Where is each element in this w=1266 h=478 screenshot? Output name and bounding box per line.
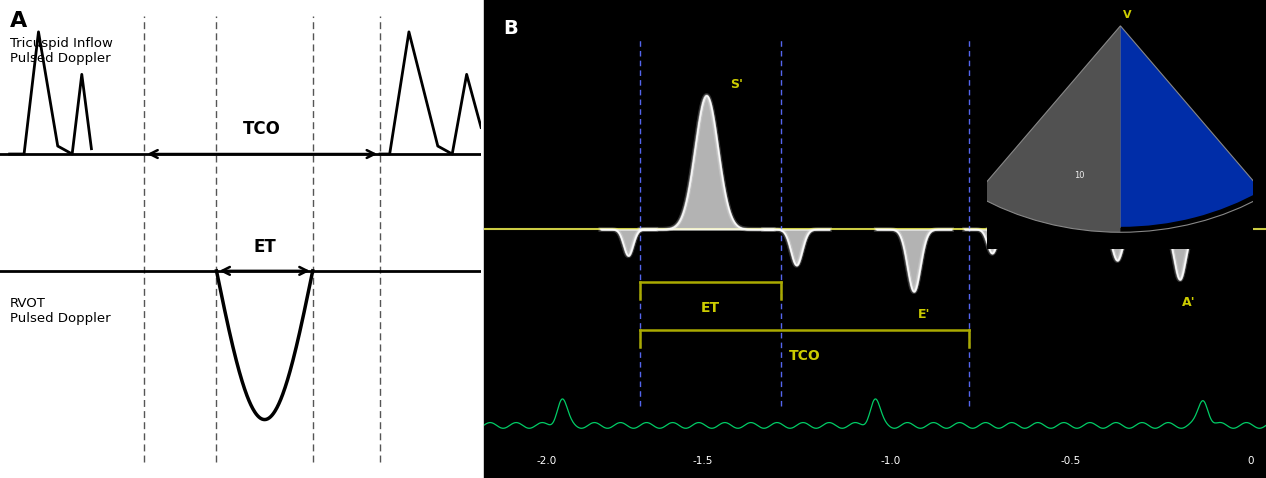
Text: TCO: TCO — [243, 120, 281, 138]
Text: ET: ET — [701, 301, 720, 315]
Text: 0: 0 — [1247, 456, 1253, 466]
Wedge shape — [1120, 26, 1261, 227]
Wedge shape — [976, 26, 1120, 232]
Text: A': A' — [1181, 296, 1195, 309]
Text: ET: ET — [253, 238, 276, 256]
Text: A: A — [10, 11, 27, 31]
Text: -1.0: -1.0 — [880, 456, 900, 466]
Text: E': E' — [918, 308, 931, 321]
Text: -1.5: -1.5 — [693, 456, 713, 466]
Text: V: V — [1123, 10, 1132, 20]
Text: Tricuspid Inflow
Pulsed Doppler: Tricuspid Inflow Pulsed Doppler — [10, 37, 113, 65]
Text: S': S' — [730, 78, 743, 91]
Text: -0.5: -0.5 — [1061, 456, 1080, 466]
Text: RVOT
Pulsed Doppler: RVOT Pulsed Doppler — [10, 297, 110, 326]
Text: -2.0: -2.0 — [536, 456, 556, 466]
Text: 10: 10 — [1074, 171, 1085, 180]
Text: B: B — [503, 19, 518, 38]
Text: TCO: TCO — [789, 349, 820, 363]
